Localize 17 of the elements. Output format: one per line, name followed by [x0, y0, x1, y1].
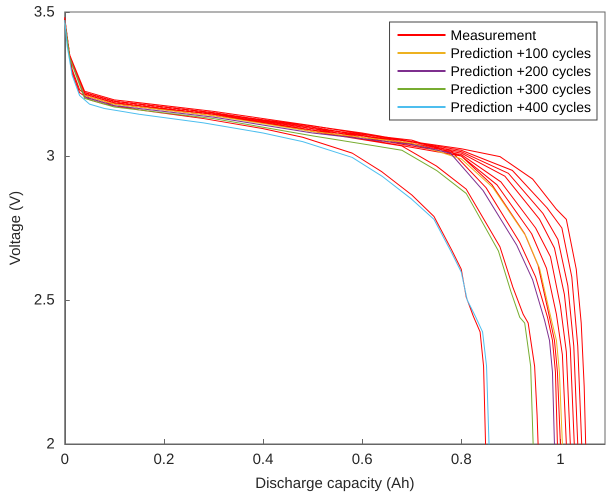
legend-label: Prediction +300 cycles	[450, 81, 592, 97]
x-tick-label: 0.2	[153, 451, 174, 468]
y-axis-title: Voltage (V)	[7, 190, 24, 266]
x-tick-label: 0.8	[450, 451, 472, 468]
legend-label: Prediction +100 cycles	[450, 45, 592, 61]
legend-label: Prediction +400 cycles	[450, 99, 592, 115]
x-axis-title: Discharge capacity (Ah)	[255, 475, 414, 492]
y-tick-label: 3	[46, 148, 55, 164]
x-tick-label: 0	[60, 451, 69, 468]
y-tick-label: 2.5	[34, 292, 55, 308]
legend-label: Prediction +200 cycles	[450, 63, 592, 79]
y-tick-label: 2	[46, 436, 55, 452]
x-tick-label: 1	[556, 451, 565, 468]
legend-label: Measurement	[450, 27, 536, 43]
y-tick-label: 3.5	[34, 4, 55, 20]
x-tick-label: 0.4	[252, 451, 274, 468]
x-tick-label: 0.6	[352, 451, 373, 468]
